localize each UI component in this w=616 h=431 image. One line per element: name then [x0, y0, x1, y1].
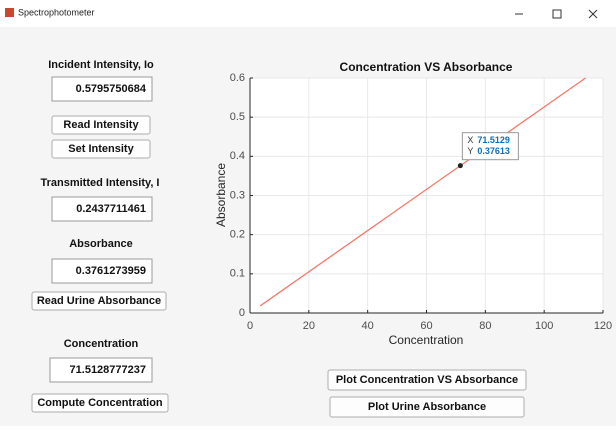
y-tick-label: 0.2 — [230, 229, 245, 241]
field[interactable] — [51, 196, 153, 222]
app-icon — [5, 8, 14, 17]
x-tick-label: 20 — [303, 320, 315, 332]
x-tick-label: 60 — [420, 320, 432, 332]
field-value: 0.5795750684 — [76, 83, 147, 95]
line — [259, 77, 586, 307]
label: Incident Intensity, Io — [48, 59, 154, 71]
button-label: Plot Urine Absorbance — [368, 401, 486, 413]
field[interactable] — [51, 76, 153, 102]
y-tick-label: 0.4 — [230, 150, 245, 162]
button-label: Read Urine Absorbance — [37, 295, 161, 307]
button-label: Read Intensity — [63, 119, 139, 131]
y-tick-label: 0.3 — [230, 189, 245, 201]
x-axis-label: Concentration — [389, 333, 464, 347]
y-tick-label: 0.1 — [230, 268, 245, 280]
close[interactable] — [588, 9, 598, 19]
title-bar — [0, 0, 616, 27]
x-tick-label: 40 — [362, 320, 374, 332]
y-tick-label: 0.6 — [230, 72, 245, 84]
plot: 0 20 40 60 80 100 120 0 0.1 0.2 0.3 0.4 0.5 0.6 X 71.51… — [230, 72, 612, 332]
field-value: 71.5128777237 — [70, 364, 146, 376]
button[interactable]: Set Intensity — [51, 139, 151, 159]
button[interactable]: Compute Concentration — [31, 393, 169, 413]
datatip-marker — [457, 163, 463, 169]
datatip-x-label: X — [467, 135, 473, 145]
button[interactable]: Read Intensity — [51, 115, 151, 135]
x-tick-label: 100 — [535, 320, 553, 332]
label: Concentration — [64, 338, 139, 350]
y-axis-label: Absorbance — [214, 163, 228, 227]
x-tick-label: 120 — [594, 320, 612, 332]
datatip-y-label: Y — [467, 146, 473, 156]
x-tick-label: 0 — [247, 320, 253, 332]
datatip-y: 0.37613 — [477, 146, 510, 156]
button-label: Plot Concentration VS Absorbance — [336, 374, 518, 386]
field[interactable] — [49, 357, 153, 383]
button[interactable]: Read Urine Absorbance — [31, 291, 167, 311]
button[interactable]: Plot Concentration VS Absorbance — [327, 369, 527, 391]
chart-title: Concentration VS Absorbance — [340, 60, 513, 74]
label: Absorbance — [69, 238, 133, 250]
button-label: Set Intensity — [68, 143, 134, 155]
window-title: Spectrophotometer — [18, 7, 95, 17]
field-value: 0.2437711461 — [76, 203, 146, 215]
button[interactable]: Plot Urine Absorbance — [329, 396, 525, 418]
datatip-x: 71.5129 — [477, 135, 510, 145]
y-tick-label: 0.5 — [230, 111, 245, 123]
field-value: 0.3761273959 — [76, 265, 146, 277]
x-tick-label: 80 — [479, 320, 491, 332]
button-label: Compute Concentration — [37, 397, 163, 409]
datatip-box — [461, 132, 519, 161]
label: Transmitted Intensity, I — [41, 177, 160, 189]
field[interactable] — [51, 258, 153, 284]
maximize[interactable] — [552, 9, 562, 19]
y-tick-label: 0 — [239, 307, 245, 319]
